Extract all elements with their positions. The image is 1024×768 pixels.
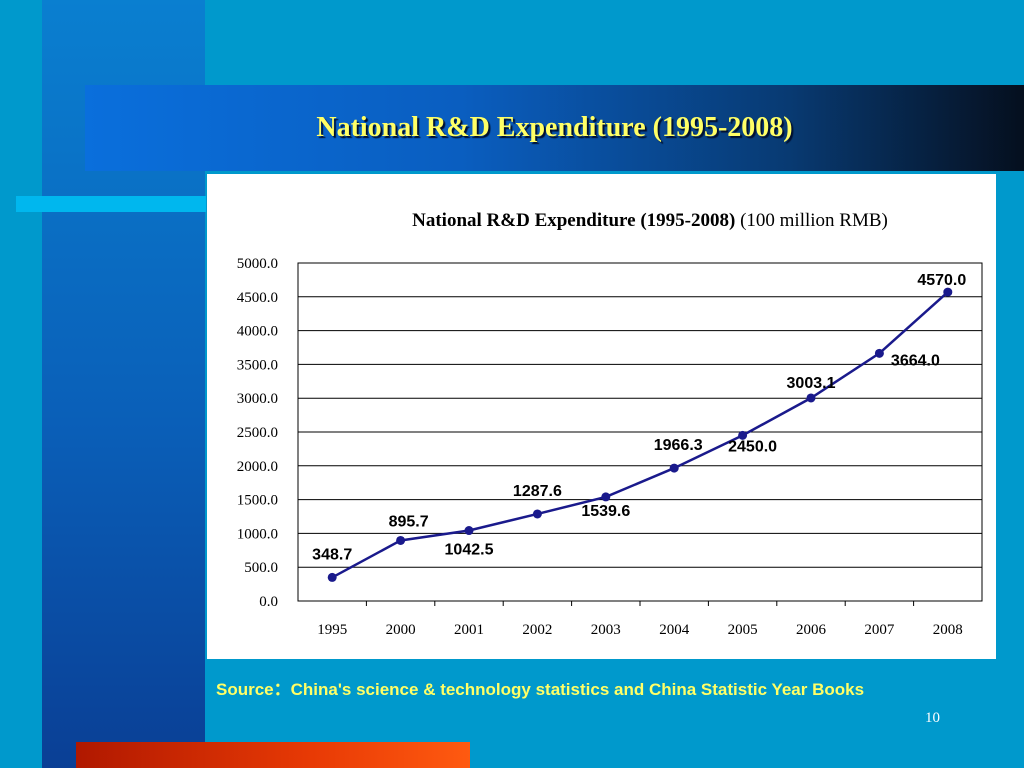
- data-point: [943, 287, 953, 297]
- y-tick-label: 2500.0: [237, 425, 278, 441]
- chart-panel: National R&D Expenditure (1995-2008) (10…: [207, 174, 996, 659]
- data-point: [532, 509, 542, 519]
- y-tick-label: 1500.0: [237, 493, 278, 509]
- y-tick-label: 4000.0: [237, 324, 278, 340]
- x-tick-label: 2005: [728, 622, 758, 638]
- x-tick-label: 2008: [933, 622, 963, 638]
- chart-title-main: National R&D Expenditure (1995-2008): [412, 210, 735, 231]
- title-banner: National R&D Expenditure (1995-2008): [85, 85, 1024, 171]
- y-tick-label: 500.0: [244, 560, 278, 576]
- data-label: 1042.5: [445, 542, 494, 559]
- data-point: [806, 393, 816, 403]
- data-point: [669, 463, 679, 473]
- series-line: [331, 291, 949, 579]
- data-label: 348.7: [312, 546, 352, 563]
- data-point: [327, 572, 337, 582]
- data-label: 3664.0: [891, 352, 940, 369]
- accent-bar: [16, 196, 206, 212]
- source-note: Source：China's science & technology stat…: [216, 675, 1016, 699]
- x-tick-label: 1995: [317, 622, 347, 638]
- data-label: 1966.3: [654, 437, 703, 454]
- chart-title: National R&D Expenditure (1995-2008) (10…: [412, 210, 888, 231]
- bottom-decor-bar: [76, 742, 470, 768]
- data-label: 1287.6: [513, 483, 562, 500]
- x-tick-label: 2000: [386, 622, 416, 638]
- y-tick-label: 3500.0: [237, 357, 278, 373]
- data-point: [874, 348, 884, 358]
- line-chart: National R&D Expenditure (1995-2008) (10…: [237, 210, 983, 638]
- x-tick-label: 2001: [454, 622, 484, 638]
- x-tick-label: 2006: [796, 622, 827, 638]
- y-tick-label: 1000.0: [237, 526, 278, 542]
- slide-title: National R&D Expenditure (1995-2008): [316, 112, 793, 143]
- page-number: 10: [925, 710, 940, 726]
- data-label: 895.7: [389, 513, 429, 530]
- x-tick-label: 2007: [864, 622, 895, 638]
- data-label: 4570.0: [917, 272, 966, 289]
- source-text: China's science & technology statistics …: [290, 680, 865, 699]
- x-tick-label: 2003: [591, 622, 621, 638]
- data-point: [738, 430, 748, 440]
- data-label: 1539.6: [581, 503, 630, 520]
- y-tick-label: 4500.0: [237, 290, 278, 306]
- y-tick-label: 5000.0: [237, 256, 278, 272]
- x-tick-label: 2004: [659, 622, 690, 638]
- chart-title-unit: (100 million RMB): [735, 210, 888, 231]
- x-tick-label: 2002: [522, 622, 552, 638]
- data-label: 3003.1: [787, 375, 836, 392]
- data-point: [464, 526, 474, 536]
- y-tick-label: 0.0: [259, 594, 278, 610]
- source-label: Source：: [216, 680, 291, 699]
- data-label: 2450.0: [728, 438, 777, 455]
- y-tick-label: 3000.0: [237, 391, 278, 407]
- data-point: [396, 535, 406, 545]
- y-tick-label: 2000.0: [237, 459, 278, 475]
- data-point: [601, 492, 611, 502]
